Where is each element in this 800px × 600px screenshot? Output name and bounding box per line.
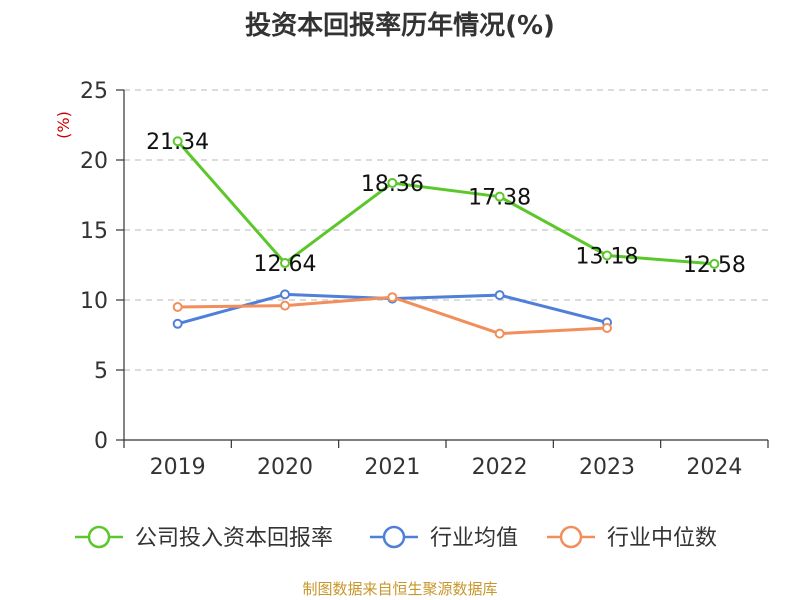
series-0-point-2019 [172,136,183,147]
y-tick-label-0: 0 [94,429,108,454]
series-1-point-2020 [280,289,290,300]
y-tick-label-15: 15 [80,219,108,244]
legend-label-1: 行业均值 [430,526,518,551]
x-tick-label-2023: 2023 [579,455,635,480]
data-labels: 21.34 12.64 18.36 17.38 13.18 12.58 [146,130,746,278]
series-0-point-2022 [494,191,505,202]
series-0-line [176,140,715,266]
x-tick-label-2022: 2022 [472,455,528,480]
y-tick-label-10: 10 [80,289,108,314]
series-0 [172,136,720,269]
series-group [172,136,720,339]
legend-marker-0 [87,525,111,549]
y-tick-label-20: 20 [80,149,108,174]
x-tick-label-2019: 2019 [150,455,206,480]
y-tick-label-5: 5 [94,359,108,384]
data-label-2021: 18.36 [361,172,424,197]
x-tick-label-2021: 2021 [364,455,420,480]
data-label-2022: 17.38 [468,186,531,211]
series-1-point-2019 [172,318,183,329]
legend: 公司投入资本回报率 行业均值 行业中位数 [75,525,717,551]
series-2-point-2021 [387,292,398,303]
series-2-point-2022 [494,328,505,339]
series-0-point-2020 [280,258,290,269]
legend-label-2: 行业中位数 [607,526,717,551]
x-tick-label-2024: 2024 [686,455,742,480]
data-label-2024: 12.58 [683,253,746,278]
legend-marker-2 [559,525,583,549]
series-2 [172,292,612,339]
series-0-point-2024 [709,258,720,269]
data-label-2020: 12.64 [254,252,317,277]
series-2-point-2019 [172,302,183,312]
source-note: 制图数据来自恒生聚源数据库 [302,580,497,598]
chart-title: 投资本回报率历年情况(%) [245,10,555,41]
legend-marker-1 [382,525,406,549]
grid-lines [124,89,768,371]
legend-label-0: 公司投入资本回报率 [135,526,333,551]
y-tick-label-25: 25 [80,79,108,104]
axes: 0 5 10 15 20 25 2019 2020 2021 2022 2023 2024 [80,79,769,480]
series-0-point-2023 [602,250,612,261]
y-axis-unit-label: (%) [54,111,73,139]
series-0-point-2021 [387,177,398,188]
data-label-2019: 21.34 [146,130,209,155]
data-label-2023: 13.18 [576,244,639,269]
x-tick-label-2020: 2020 [257,455,313,480]
series-1-point-2022 [494,290,505,301]
series-2-point-2020 [280,300,290,311]
series-2-point-2023 [602,323,612,333]
